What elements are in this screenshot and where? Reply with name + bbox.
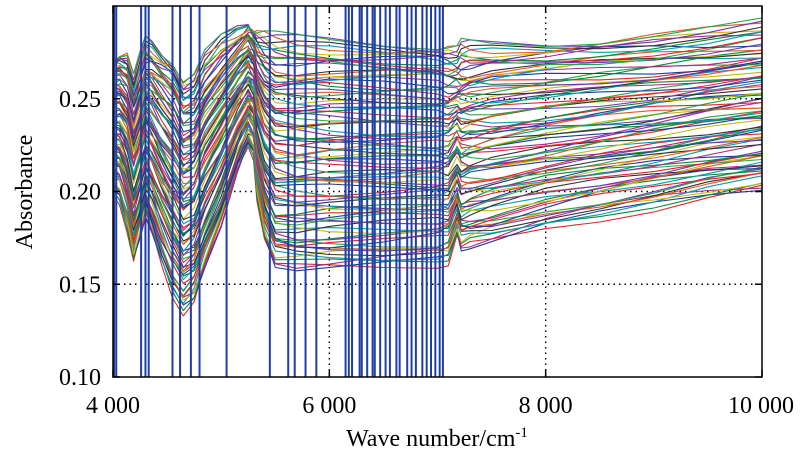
spectrum-series-line — [112, 49, 763, 141]
y-tick-label: 0.25 — [59, 87, 101, 113]
spectrum-series-line — [112, 146, 763, 317]
x-tick-label: 8 000 — [519, 393, 573, 419]
spectrum-series-line — [112, 39, 763, 133]
spectrum-series-line — [112, 32, 763, 91]
spectrum-series-line — [112, 17, 763, 84]
y-tick-label: 0.15 — [59, 272, 101, 298]
spectrum-series-line — [112, 107, 763, 246]
x-tick-label: 6 000 — [302, 393, 356, 419]
x-axis-title-text: Wave number/cm — [346, 426, 516, 452]
spectrum-series-line — [112, 114, 763, 263]
x-axis-title-superscript: -1 — [515, 425, 528, 441]
spectrum-series-line — [112, 66, 763, 167]
spectrum-series-line — [112, 54, 763, 156]
x-tick-label: 10 000 — [728, 393, 794, 419]
spectrum-series-line — [112, 26, 763, 100]
spectrum-series-line — [112, 24, 763, 95]
y-tick-label: 0.10 — [59, 365, 101, 391]
spectrum-series-line — [112, 88, 763, 221]
spectrum-series-line — [112, 22, 763, 83]
spectrum-series-line — [112, 34, 763, 109]
y-tick-labels: 0.10 0.15 0.20 0.25 — [59, 87, 101, 391]
x-tick-label: 4 000 — [86, 393, 140, 419]
data-lines — [112, 17, 763, 317]
y-tick-label: 0.20 — [59, 180, 101, 206]
y-axis-title: Absorbance — [12, 135, 38, 250]
spectrum-series-line — [112, 141, 763, 312]
spectrum-series-line — [112, 25, 763, 101]
x-axis-title: Wave number/cm-1 — [346, 425, 528, 452]
spectrum-series-line — [112, 79, 763, 188]
x-tick-labels: 4 000 6 000 8 000 10 000 — [86, 393, 794, 419]
spectrum-series-line — [112, 75, 763, 185]
tick-marks — [112, 6, 763, 378]
